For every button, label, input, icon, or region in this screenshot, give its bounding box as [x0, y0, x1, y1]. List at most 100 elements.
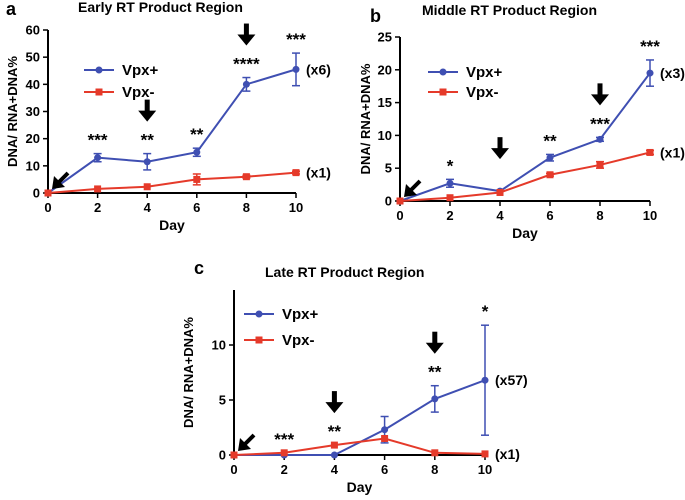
series-Vpx+: (x6)	[44, 52, 331, 197]
significance-label: **	[543, 131, 557, 150]
y-tick-label: 5	[219, 393, 226, 408]
significance-label: *	[447, 156, 454, 175]
significance-label: ***	[88, 131, 108, 150]
y-tick-label: 20	[378, 62, 392, 77]
panel-label: b	[370, 6, 381, 26]
x-tick-label: 8	[243, 200, 250, 215]
x-tick-label: 0	[44, 200, 51, 215]
arrow-icon	[491, 148, 509, 160]
data-point	[242, 80, 250, 88]
y-axis-label: DNA/ RNA+DNA%	[358, 63, 373, 174]
series-line	[234, 379, 486, 456]
arrow-icon	[238, 438, 251, 451]
data-point	[94, 185, 102, 193]
series-Vpx-: (x1)	[396, 144, 685, 205]
y-tick-label: 20	[26, 131, 40, 146]
x-tick-label: 4	[496, 208, 504, 223]
significance-label: *	[482, 302, 489, 321]
x-tick-label: 8	[431, 462, 438, 477]
x-tick-label: 4	[144, 200, 152, 215]
x-tick-label: 0	[396, 208, 403, 223]
data-point	[381, 435, 389, 442]
data-point	[280, 449, 288, 457]
y-tick-label: 30	[26, 104, 40, 119]
series-line	[47, 171, 297, 194]
chart-title: Early RT Product Region	[78, 0, 243, 15]
arrow-icon	[404, 184, 417, 197]
fold-change-label: (x6)	[306, 61, 331, 77]
data-point	[292, 169, 300, 177]
data-point	[596, 135, 604, 143]
legend-marker	[95, 88, 103, 96]
y-tick-label: 10	[378, 128, 392, 143]
chart-panel-a: a Early RT Product Region 0 10 20 30 40 50 60 0 2 4…	[5, 0, 331, 233]
x-tick-label: 0	[230, 462, 237, 477]
x-tick-label: 2	[94, 200, 101, 215]
series-Vpx+: (x3)	[396, 59, 685, 205]
y-tick-label: 15	[378, 95, 392, 110]
data-point	[381, 426, 389, 434]
data-point	[230, 451, 238, 459]
fold-change-label: (x1)	[495, 446, 520, 462]
legend-marker	[439, 88, 447, 96]
significance-label: **	[141, 131, 155, 150]
data-point	[446, 194, 454, 202]
y-tick-label: 10	[26, 158, 40, 173]
series-Vpx-: (x1)	[44, 165, 331, 197]
panel-label: c	[194, 258, 204, 278]
data-point	[481, 376, 489, 384]
significance-label: ***	[286, 30, 306, 49]
arrow-icon	[52, 176, 65, 189]
legend-marker	[255, 336, 263, 344]
y-tick-label: 0	[385, 194, 392, 209]
legend-label: Vpx+	[282, 306, 319, 323]
chart-title: Late RT Product Region	[265, 264, 424, 280]
x-tick-label: 2	[446, 208, 453, 223]
x-axis-label: Day	[159, 217, 185, 233]
y-axis-label: DNA/ RNA+DNA%	[5, 56, 20, 167]
series-line	[233, 437, 486, 456]
x-tick-label: 8	[596, 208, 603, 223]
legend-label: Vpx+	[466, 64, 503, 81]
series-line	[399, 72, 651, 202]
data-point	[292, 65, 300, 73]
arrow-icon	[237, 34, 256, 46]
data-point	[596, 161, 604, 169]
significance-label: ***	[274, 430, 294, 449]
panel-label: a	[6, 0, 17, 19]
arrow-icon	[325, 402, 344, 414]
data-point	[546, 171, 554, 179]
significance-label: **	[190, 125, 204, 144]
data-point	[431, 395, 439, 403]
fold-change-label: (x3)	[660, 65, 685, 81]
data-point	[143, 183, 151, 191]
y-tick-label: 5	[385, 161, 392, 176]
data-point	[193, 148, 201, 156]
x-tick-label: 6	[546, 208, 553, 223]
y-axis-label: DNA/ RNA+DNA%	[181, 317, 196, 428]
legend-label: Vpx+	[122, 62, 159, 79]
data-point	[546, 154, 554, 162]
x-tick-label: 10	[643, 208, 657, 223]
x-tick-label: 4	[331, 462, 339, 477]
x-axis-label: Day	[347, 479, 373, 495]
data-point	[646, 148, 654, 156]
x-tick-label: 2	[281, 462, 288, 477]
y-tick-label: 0	[219, 448, 226, 463]
y-tick-label: 25	[378, 30, 392, 45]
data-point	[481, 450, 489, 458]
series-Vpx-: (x1)	[230, 435, 520, 462]
x-axis-label: Day	[512, 225, 538, 241]
data-point	[446, 179, 454, 187]
y-tick-label: 60	[26, 23, 40, 38]
fold-change-label: (x1)	[660, 144, 685, 160]
legend-label: Vpx-	[282, 332, 315, 349]
significance-label: ***	[640, 37, 660, 56]
significance-label: ****	[233, 55, 260, 74]
data-point	[646, 69, 654, 77]
y-tick-label: 40	[26, 77, 40, 92]
legend-label: Vpx-	[122, 84, 155, 101]
data-point	[242, 173, 250, 181]
legend-marker	[95, 66, 103, 74]
